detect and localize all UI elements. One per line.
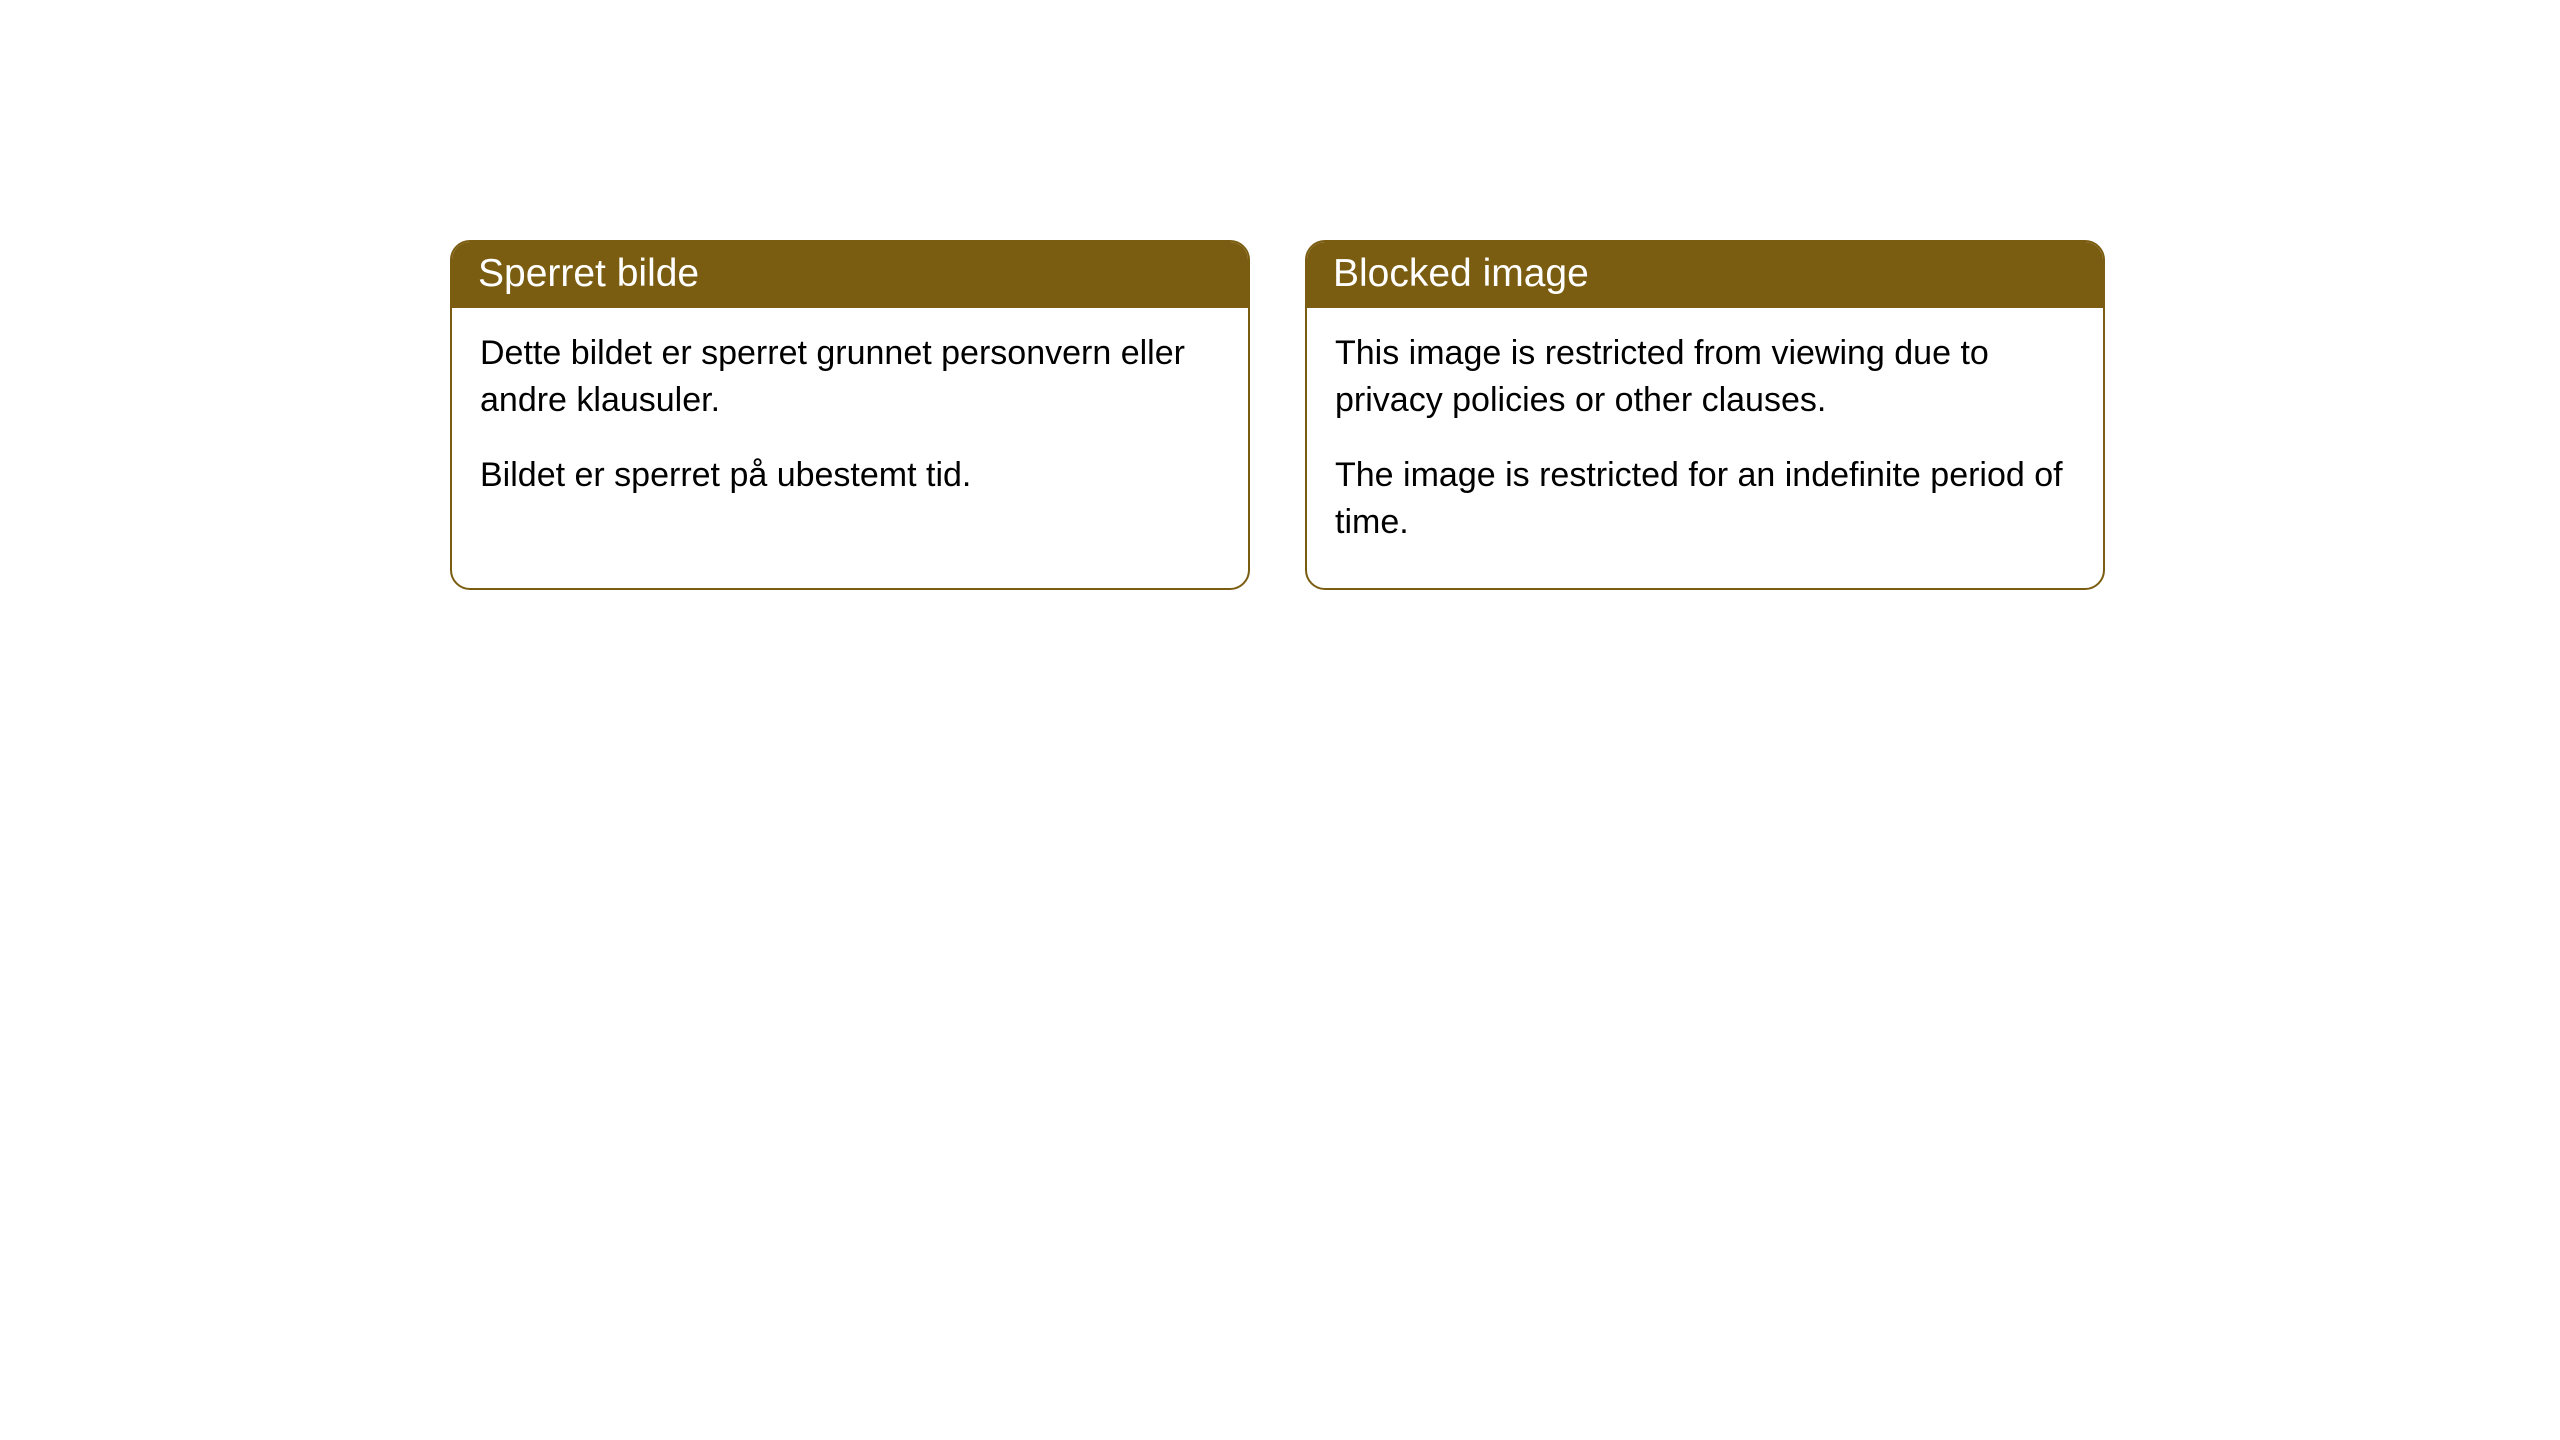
card-paragraph-1: This image is restricted from viewing du… — [1335, 330, 2075, 424]
card-body: This image is restricted from viewing du… — [1307, 308, 2103, 588]
card-paragraph-2: The image is restricted for an indefinit… — [1335, 452, 2075, 546]
card-title: Blocked image — [1333, 252, 1589, 295]
card-header: Sperret bilde — [452, 242, 1248, 308]
card-title: Sperret bilde — [478, 252, 699, 295]
card-paragraph-1: Dette bildet er sperret grunnet personve… — [480, 330, 1220, 424]
card-body: Dette bildet er sperret grunnet personve… — [452, 308, 1248, 541]
card-header: Blocked image — [1307, 242, 2103, 308]
notice-card-english: Blocked image This image is restricted f… — [1305, 240, 2105, 590]
notice-cards-container: Sperret bilde Dette bildet er sperret gr… — [0, 0, 2560, 590]
card-paragraph-2: Bildet er sperret på ubestemt tid. — [480, 452, 1220, 499]
notice-card-norwegian: Sperret bilde Dette bildet er sperret gr… — [450, 240, 1250, 590]
